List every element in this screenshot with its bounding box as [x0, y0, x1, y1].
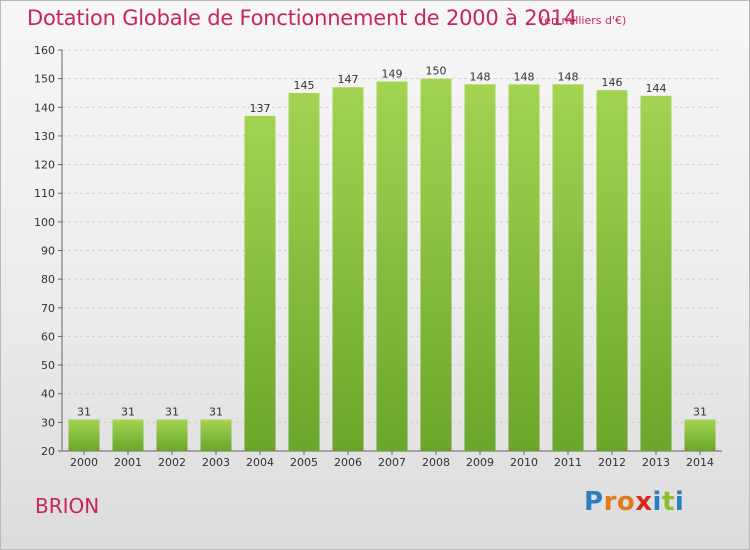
x-tick-label: 2008 — [422, 456, 450, 469]
commune-name: BRION — [35, 494, 100, 518]
value-label: 148 — [470, 70, 491, 83]
y-tick-label: 90 — [41, 245, 55, 258]
x-tick-label: 2013 — [642, 456, 670, 469]
logo-letter: i — [652, 487, 662, 517]
value-label: 31 — [77, 405, 91, 418]
bar — [156, 419, 188, 451]
logo-letter: o — [616, 487, 636, 517]
x-tick-label: 2014 — [686, 456, 714, 469]
y-tick-label: 40 — [41, 388, 55, 401]
x-tick-label: 2006 — [334, 456, 362, 469]
bar — [508, 84, 540, 451]
x-tick-label: 2003 — [202, 456, 230, 469]
proxiti-logo[interactable]: Proxiti — [584, 487, 684, 517]
bar — [376, 81, 408, 451]
bar — [200, 419, 232, 451]
bar — [68, 419, 100, 451]
logo-letter: P — [584, 487, 604, 517]
bar — [288, 92, 320, 451]
bar — [596, 90, 628, 451]
x-tick-label: 2004 — [246, 456, 274, 469]
value-label: 137 — [250, 102, 271, 115]
y-tick-label: 110 — [34, 187, 55, 200]
y-tick-label: 120 — [34, 159, 55, 172]
bar — [244, 115, 276, 451]
y-tick-label: 30 — [41, 416, 55, 429]
bars — [68, 78, 716, 452]
value-label: 31 — [165, 405, 179, 418]
bar — [332, 87, 364, 451]
y-tick-label: 60 — [41, 330, 55, 343]
x-tick-label: 2000 — [70, 456, 98, 469]
bar — [684, 419, 716, 451]
x-tick-label: 2002 — [158, 456, 186, 469]
value-label: 148 — [514, 70, 535, 83]
value-label: 150 — [426, 65, 447, 78]
x-tick-label: 2001 — [114, 456, 142, 469]
x-tick-label: 2012 — [598, 456, 626, 469]
x-tick-label: 2007 — [378, 456, 406, 469]
value-label: 144 — [646, 82, 667, 95]
x-tick-label: 2010 — [510, 456, 538, 469]
value-label: 145 — [294, 79, 315, 92]
bar — [420, 78, 452, 452]
logo-letter: x — [635, 487, 653, 517]
logo-letter: r — [603, 487, 617, 517]
bar — [464, 84, 496, 451]
value-label: 149 — [382, 68, 403, 81]
labels: 20 30 40 50 60 70 80 90 100 110 120 130 140 150 160 31 2… — [34, 44, 714, 469]
x-tick-label: 2011 — [554, 456, 582, 469]
y-tick-label: 50 — [41, 359, 55, 372]
value-label: 147 — [338, 73, 359, 86]
y-tick-label: 70 — [41, 302, 55, 315]
y-tick-label: 80 — [41, 273, 55, 286]
y-tick-label: 150 — [34, 73, 55, 86]
x-tick-label: 2009 — [466, 456, 494, 469]
value-label: 31 — [121, 405, 135, 418]
value-label: 148 — [558, 70, 579, 83]
bar — [112, 419, 144, 451]
y-tick-label: 130 — [34, 130, 55, 143]
logo-letter: i — [674, 487, 685, 517]
y-tick-label: 100 — [34, 216, 55, 229]
y-tick-label: 20 — [41, 445, 55, 458]
x-tick-label: 2005 — [290, 456, 318, 469]
bar — [640, 95, 672, 451]
y-tick-label: 140 — [34, 101, 55, 114]
value-label: 31 — [209, 405, 223, 418]
bar — [552, 84, 584, 451]
value-label: 146 — [602, 76, 623, 89]
chart-title: Dotation Globale de Fonctionnement de 20… — [27, 6, 577, 30]
logo-letter: t — [661, 487, 675, 517]
value-label: 31 — [693, 405, 707, 418]
y-tick-label: 160 — [34, 44, 55, 57]
chart-unit-label: (en milliers d'€) — [540, 14, 627, 27]
